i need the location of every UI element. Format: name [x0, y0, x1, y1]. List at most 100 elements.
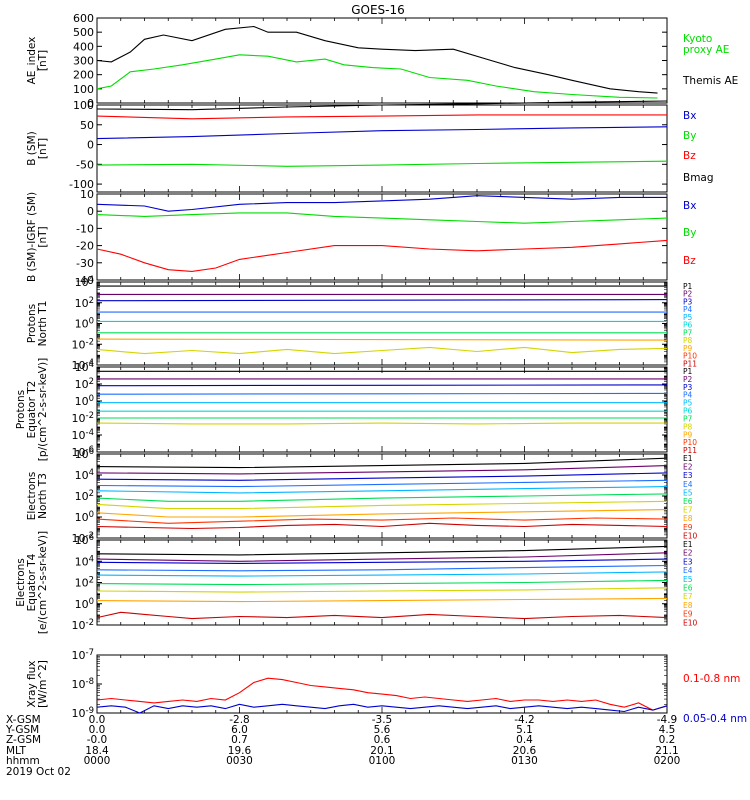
x-row-label: MLT: [6, 745, 26, 757]
series-line: [96, 212, 668, 224]
x-tick-value: 0.4: [516, 734, 533, 746]
series-line: [96, 338, 668, 341]
y-tick-label: 10-7: [72, 648, 94, 662]
y-tick-label: 10-8: [72, 677, 94, 691]
legend-entry: P1: [683, 282, 693, 291]
panel-frame: [96, 654, 668, 714]
y-tick-label: 102: [75, 576, 94, 590]
x-tick-value: 0.0: [89, 714, 106, 726]
series-line: [96, 299, 668, 302]
legend-entry: Themis AE: [682, 75, 738, 87]
x-tick-value: -3.5: [372, 714, 393, 726]
y-tick-label: 10-4: [72, 428, 94, 442]
series-line: [96, 509, 668, 518]
chart-title: GOES-16: [351, 3, 405, 17]
legend-entry: P7: [683, 414, 693, 423]
x-row-label: Z-GSM: [6, 734, 41, 746]
legend-entry: By: [683, 130, 696, 142]
legend-entry: P8: [683, 422, 693, 431]
legend-entry: P3: [683, 383, 693, 392]
series-line: [96, 517, 668, 524]
y-tick-label: 100: [73, 99, 94, 112]
x-tick-value: 6.0: [231, 724, 248, 736]
x-row-label: X-GSM: [6, 714, 41, 726]
y-axis-label: North T3: [37, 473, 49, 519]
y-axis-label: [nT]: [37, 50, 49, 71]
x-tick-value: 21.1: [655, 745, 678, 757]
legend-entry: By: [683, 227, 696, 239]
legend-entry: E3: [683, 471, 693, 480]
y-axis-label: B (SM): [26, 131, 38, 165]
series-line: [96, 564, 668, 572]
legend-entry: E10: [683, 531, 698, 540]
y-tick-label: 10-2: [72, 618, 94, 632]
y-axis-label: Equator T4: [26, 553, 38, 611]
legend-entry: P11: [683, 359, 697, 368]
y-tick-label: 500: [73, 26, 94, 39]
x-tick-value: 0.7: [231, 734, 248, 746]
panel-frame: [96, 453, 668, 539]
y-tick-label: -30: [76, 257, 94, 270]
y-axis-label: AE_index: [26, 37, 38, 85]
legend-entry: P6: [683, 321, 693, 330]
y-tick-label: -100: [69, 178, 94, 191]
y-tick-label: 0: [87, 205, 94, 218]
series-line: [96, 597, 668, 603]
legend-entry: E6: [683, 584, 693, 593]
series-line: [96, 486, 668, 494]
x-row-label: Y-GSM: [5, 724, 39, 736]
x-tick-value: 0030: [226, 755, 253, 767]
y-tick-label: 400: [73, 40, 94, 53]
y-tick-label: 100: [75, 510, 94, 524]
series-line: [96, 545, 668, 556]
series-line: [96, 479, 668, 488]
panel-2: -100 -50 0 50 100 B (SM) [nT] Bx By Bz Bmag: [26, 99, 714, 193]
series-line: [96, 457, 668, 469]
y-tick-label: 0: [87, 139, 94, 152]
y-axis-label: Electrons: [26, 472, 38, 521]
y-axis-label: Electrons: [15, 558, 27, 607]
series-line: [96, 493, 668, 502]
series-line: [96, 522, 668, 530]
series-line: [96, 114, 667, 120]
series-line: [96, 587, 668, 593]
legend-entry: P1: [683, 367, 693, 376]
series-line: [96, 472, 668, 481]
series-line: [96, 195, 667, 212]
series-line: [96, 558, 668, 564]
x-tick-value: -4.2: [514, 714, 535, 726]
legend-entry: P9: [683, 344, 693, 353]
x-tick-value: 0100: [369, 755, 396, 767]
x-tick-value: 5.6: [374, 724, 391, 736]
x-tick-value: 20.1: [370, 745, 393, 757]
series-line: [96, 392, 668, 395]
legend-entry: P4: [683, 305, 693, 314]
y-tick-label: 10-2: [72, 411, 94, 425]
y-axis-label: Xray flux: [26, 661, 38, 708]
legend-entry: 0.1-0.8 nm: [683, 673, 740, 685]
y-tick-label: 200: [73, 69, 94, 82]
y-tick-label: 104: [75, 360, 94, 374]
y-tick-label: -10: [76, 222, 94, 235]
legend-entry: E2: [683, 463, 693, 472]
legend-entry: E10: [683, 618, 698, 627]
series-line: [96, 571, 668, 577]
series-line: [96, 552, 668, 562]
x-axis-block: X-GSMY-GSMZ-GSMMLThhmm0.00.0-0.018.40000…: [5, 714, 680, 767]
y-tick-label: 104: [75, 468, 94, 482]
panel-7: 10-2 100 102 104 106 Electrons Equator T4 [e/(c…: [15, 531, 698, 634]
y-tick-label: 102: [75, 377, 94, 391]
y-axis-label: Equator T2: [26, 381, 38, 439]
legend-entry: E8: [683, 601, 693, 610]
y-axis-label: [nT]: [37, 138, 49, 159]
x-tick-value: 5.1: [516, 724, 533, 736]
x-tick-value: 0.6: [374, 734, 391, 746]
legend-entry: E5: [683, 488, 693, 497]
y-tick-label: 600: [73, 12, 94, 25]
panel-frame: [96, 193, 668, 281]
series-line: [96, 384, 668, 387]
y-tick-label: 100: [73, 83, 94, 96]
